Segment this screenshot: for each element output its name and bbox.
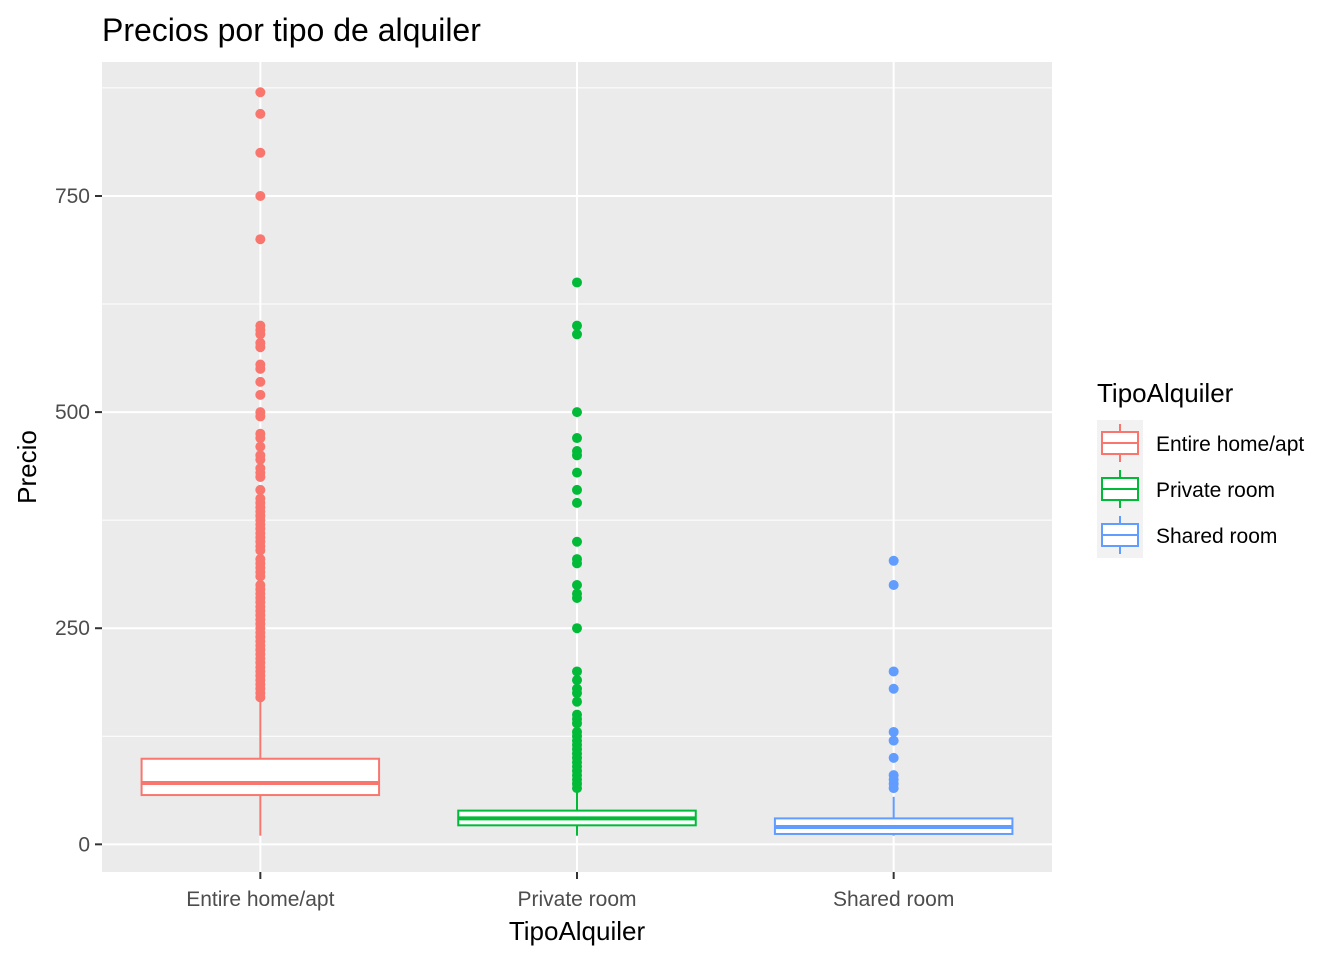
y-tick-label: 500 [55, 401, 90, 424]
outlier-point [888, 783, 899, 794]
outlier-point [255, 329, 266, 340]
outlier-point [572, 329, 582, 340]
y-tick-label: 0 [78, 833, 90, 856]
outlier-point [255, 108, 266, 119]
legend-label: Private room [1156, 479, 1275, 502]
outlier-point [572, 592, 582, 603]
outlier-point [888, 735, 899, 746]
outlier-point [255, 571, 266, 582]
outlier-point [255, 87, 266, 98]
outlier-point [572, 433, 582, 444]
outlier-point [572, 696, 582, 707]
outlier-point [572, 783, 582, 794]
box-layer [140, 87, 1014, 836]
outlier-point [888, 726, 899, 737]
outlier-point [572, 320, 582, 331]
outlier-point [255, 389, 266, 400]
legend-label: Entire home/apt [1156, 433, 1304, 456]
outlier-point [572, 675, 582, 686]
y-tick-label: 250 [55, 617, 90, 640]
outlier-point [255, 692, 266, 703]
y-tick-label: 750 [55, 185, 90, 208]
legend-item-3: Shared room [1097, 512, 1277, 558]
legend-item-2: Private room [1097, 466, 1275, 512]
box [140, 757, 381, 797]
outlier-point [572, 688, 582, 699]
x-axis-title: TipoAlquiler [509, 916, 646, 946]
outlier-point [572, 666, 582, 677]
outlier-point [255, 433, 266, 444]
outlier-point [572, 558, 582, 569]
outlier-point [255, 147, 266, 158]
outlier-point [255, 342, 266, 353]
outlier-point [255, 376, 266, 387]
outlier-point [888, 666, 899, 677]
outlier-point [888, 752, 899, 763]
outlier-point [572, 579, 582, 590]
outlier-point [888, 555, 899, 566]
y-axis: 0 250 500 750 [55, 185, 102, 856]
outlier-point [255, 411, 266, 422]
legend-item-1: Entire home/apt [1097, 420, 1304, 466]
legend-title: TipoAlquiler [1097, 378, 1234, 408]
outlier-point [255, 471, 266, 482]
x-tick-label: Shared room [833, 888, 954, 911]
legend: TipoAlquiler Entire home/apt Private room… [1097, 378, 1304, 558]
outlier-point [572, 467, 582, 478]
outlier-point [255, 454, 266, 465]
outlier-point [572, 277, 582, 288]
outlier-point [888, 579, 899, 590]
outlier-point [572, 450, 582, 461]
outlier-point [572, 484, 582, 495]
outlier-point [255, 363, 266, 374]
x-axis: Entire home/apt Private room Shared room [186, 872, 954, 911]
x-tick-label: Private room [517, 888, 636, 911]
outlier-point [255, 234, 266, 245]
outlier-point [888, 683, 899, 694]
box-group-2 [457, 277, 697, 836]
outlier-point [572, 536, 582, 547]
chart-title: Precios por tipo de alquiler [102, 12, 481, 48]
y-axis-title: Precio [12, 430, 42, 504]
outlier-point [572, 718, 582, 729]
outlier-point [255, 441, 266, 452]
outlier-point [255, 545, 266, 556]
outlier-point [572, 497, 582, 508]
box-group-1 [140, 87, 381, 836]
box-group-3 [773, 555, 1014, 836]
outlier-point [255, 484, 266, 495]
outlier-point [255, 190, 266, 201]
outlier-point [572, 407, 582, 418]
outlier-point [572, 623, 582, 634]
x-tick-label: Entire home/apt [186, 888, 334, 911]
legend-label: Shared room [1156, 525, 1277, 548]
